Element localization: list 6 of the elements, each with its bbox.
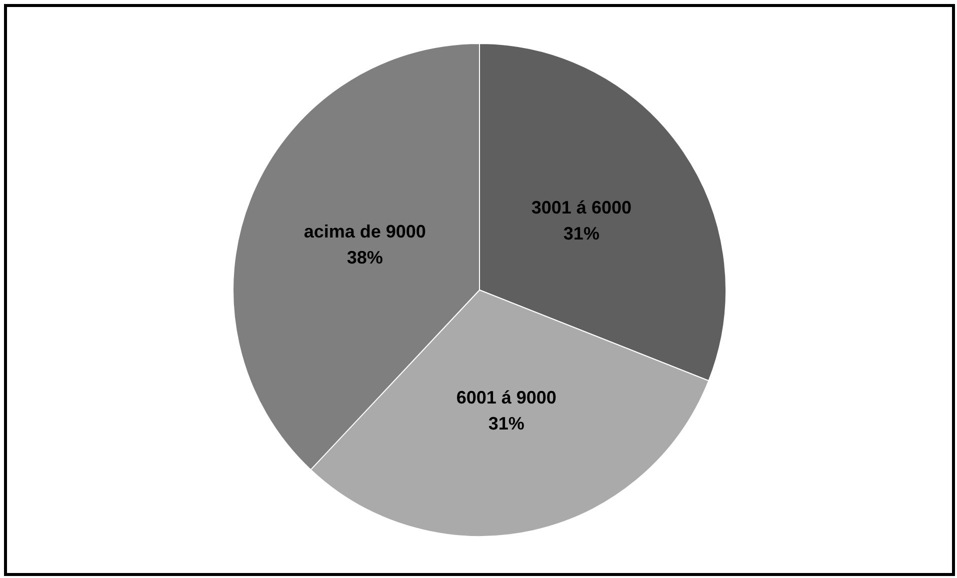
slice-label: 3001 á 6000 [531,198,632,218]
slice-label: acima de 9000 [304,222,426,242]
data-label: 31% [563,224,600,244]
data-label: 31% [488,413,524,434]
slice-label: 6001 á 9000 [456,387,556,408]
data-label: 38% [346,248,383,268]
